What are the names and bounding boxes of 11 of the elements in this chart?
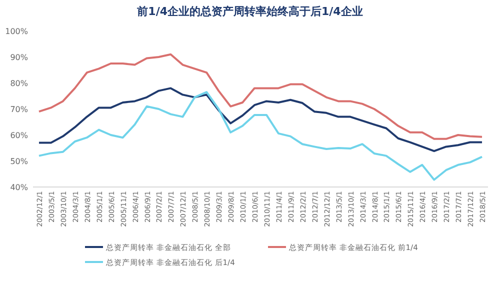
line-series <box>38 87 484 152</box>
chart-title: 前1/4企业的总资产周转率始终高于后1/4企业 <box>136 5 363 18</box>
y-tick-label: 50% <box>10 157 28 166</box>
y-tick-label: 80% <box>10 79 28 88</box>
y-tick-label: 70% <box>10 105 28 114</box>
y-tick-label: 60% <box>10 131 28 140</box>
y-tick-label: 40% <box>10 183 28 192</box>
line-series <box>38 91 484 181</box>
line-series <box>38 53 484 140</box>
y-tick-label: 90% <box>10 53 28 62</box>
y-tick-label: 100% <box>5 27 28 36</box>
